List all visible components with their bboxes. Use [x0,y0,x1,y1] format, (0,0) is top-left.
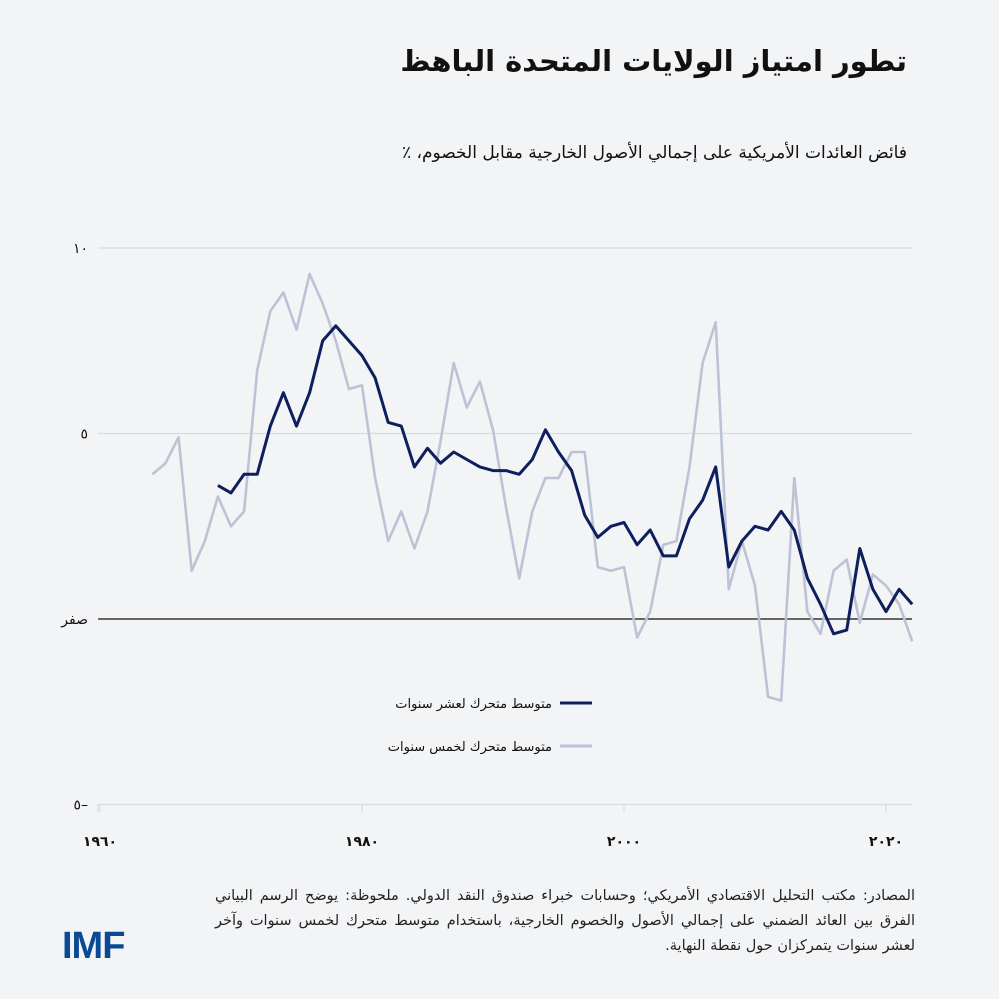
legend-label: متوسط متحرك لخمس سنوات [388,740,552,755]
x-tick-label: ٢٠٢٠ [869,834,903,850]
imf-logo: IMF [62,925,125,967]
x-tick-label: ١٩٦٠ [83,834,117,850]
series-line-5yr [151,272,914,702]
y-tick-label: ٥ [80,427,88,443]
x-tick-label: ٢٠٠٠ [607,834,641,850]
source-note: المصادر: مكتب التحليل الاقتصادي الأمريكي… [215,888,915,954]
chart-title: تطور امتياز الولايات المتحدة الباهظ [400,44,907,78]
y-tick-label: صفر [60,612,88,628]
legend-label: متوسط متحرك لعشر سنوات [395,697,552,712]
y-tick-label: ٥– [73,798,88,814]
y-tick-label: ١٠ [73,241,88,257]
series-line-10yr [217,324,914,636]
chart-subtitle: فائض العائدات الأمريكية على إجمالي الأصو… [401,143,907,163]
x-tick-label: ١٩٨٠ [345,834,379,850]
